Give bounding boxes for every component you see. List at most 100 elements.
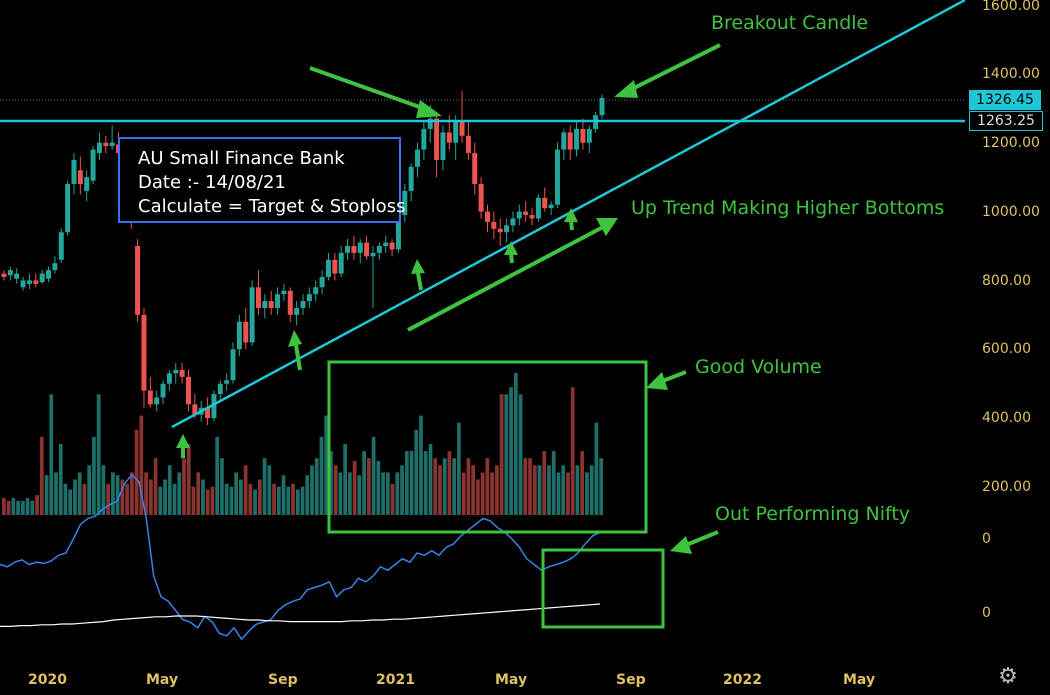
volume-bar <box>352 461 357 515</box>
rs-moving-average-line <box>0 603 601 627</box>
volume-bar <box>310 465 314 515</box>
volume-bar <box>433 458 438 515</box>
good-volume-box <box>327 360 648 534</box>
volume-bar <box>163 479 167 515</box>
volume-bar <box>461 472 466 515</box>
volume-bar <box>286 486 291 515</box>
arrowhead-icon <box>646 372 668 390</box>
volume-bar <box>362 451 366 515</box>
candle-body <box>230 349 236 381</box>
candle-body <box>166 373 172 384</box>
volume-bar <box>518 394 523 515</box>
x-tick: May <box>843 672 875 688</box>
x-tick: 2020 <box>28 672 67 688</box>
arrow-outperform <box>685 530 719 547</box>
candle-body <box>109 142 115 147</box>
candle-body <box>561 132 567 150</box>
y-tick: 1600.00 <box>982 0 1040 14</box>
candle-body <box>434 118 440 160</box>
volume-bar <box>348 472 352 515</box>
chart-date: Date :- 14/08/21 <box>138 172 286 193</box>
volume-bar <box>115 475 120 515</box>
candle-body <box>421 128 427 150</box>
volume-bar <box>196 472 201 515</box>
annotation-arrows <box>176 43 721 554</box>
volume-bar <box>319 436 324 515</box>
volume-bar <box>125 483 129 515</box>
candle-body <box>39 273 45 283</box>
volume-bar <box>542 451 547 515</box>
candle-body <box>46 270 52 279</box>
candle-body <box>459 122 465 136</box>
arrowhead-icon <box>416 100 442 118</box>
volume-bar <box>248 483 253 515</box>
volume-bar <box>414 429 419 515</box>
candle-body <box>395 215 401 250</box>
volume-bar <box>452 458 457 515</box>
candle-body <box>313 287 319 295</box>
candle-body <box>281 290 287 295</box>
volume-bar <box>589 465 594 515</box>
volume-bars <box>2 373 603 515</box>
volume-bar <box>499 394 504 515</box>
y-tick: 600.00 <box>982 341 1031 357</box>
arrowhead-icon <box>176 434 190 448</box>
volume-bar <box>101 465 106 515</box>
volume-bar <box>457 422 461 515</box>
volume-bar <box>167 465 172 515</box>
volume-bar <box>575 465 580 515</box>
volume-bar <box>54 472 58 515</box>
candle-body <box>65 184 71 233</box>
volume-bar <box>504 394 509 515</box>
volume-bar <box>243 465 248 515</box>
volume-bar <box>490 472 494 515</box>
candle-body <box>580 128 586 143</box>
candle-body <box>236 321 242 350</box>
x-tick: May <box>146 672 178 688</box>
volume-bar <box>111 472 115 515</box>
volume-bar <box>267 465 272 515</box>
candle-body <box>472 153 478 185</box>
volume-bar <box>480 472 485 515</box>
candle-body <box>383 242 389 246</box>
candle-body <box>370 252 376 257</box>
candle-body <box>408 166 414 191</box>
y-tick: 1200.00 <box>982 135 1040 151</box>
candle-body <box>446 132 452 143</box>
candle-body <box>574 128 580 150</box>
candle-body <box>465 135 471 154</box>
volume-bar <box>272 483 276 515</box>
candle-body <box>332 259 338 274</box>
volume-bar <box>329 451 333 515</box>
candle-body <box>338 252 344 274</box>
candle-body <box>20 280 26 288</box>
candle-body <box>516 211 522 219</box>
volume-bar <box>134 429 139 515</box>
volume-bar <box>400 465 404 515</box>
candle-body <box>243 321 249 343</box>
candle-body <box>211 394 217 419</box>
candle-body <box>268 301 274 308</box>
settings-gear-icon[interactable]: ⚙ <box>998 663 1018 688</box>
volume-bar <box>73 479 77 515</box>
candle-body <box>160 383 166 398</box>
volume-bar <box>205 489 210 515</box>
indicator-tick: 0 <box>982 605 991 621</box>
volume-bar <box>201 479 205 515</box>
candle-body <box>300 301 306 308</box>
volume-bar <box>20 500 25 515</box>
candle-body <box>376 246 382 253</box>
volume-bar <box>476 479 480 515</box>
candle-body <box>33 280 39 284</box>
candle-body <box>255 287 261 308</box>
candle-body <box>275 294 281 308</box>
volume-bar <box>215 436 220 515</box>
volume-bar <box>25 497 30 515</box>
volume-bar <box>39 436 44 515</box>
volume-bar <box>338 472 343 515</box>
candle-body <box>351 246 357 253</box>
volume-bar <box>257 479 262 515</box>
candle-body <box>453 122 459 143</box>
arrow-to-breakout-candle <box>625 43 721 94</box>
